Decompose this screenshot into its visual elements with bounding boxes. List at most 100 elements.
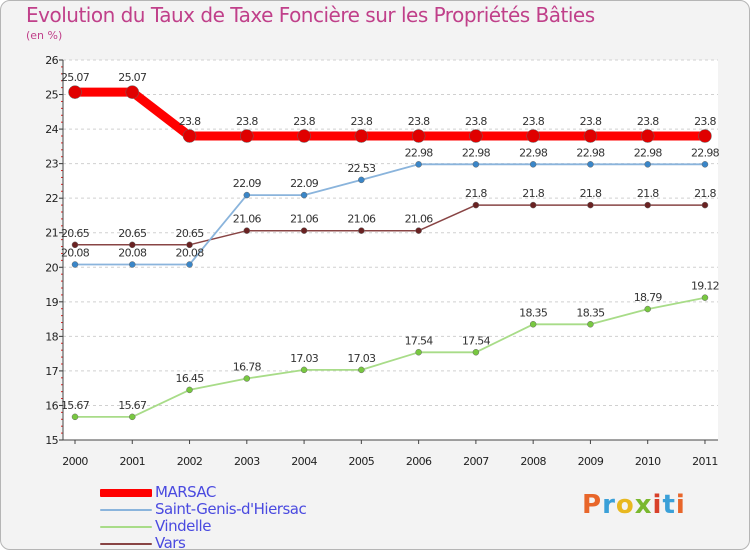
proxiti-logo: Proxiti — [582, 490, 686, 520]
data-point — [415, 227, 422, 234]
y-tick-label: 18 — [45, 330, 58, 343]
data-label: 22.98 — [576, 146, 605, 159]
data-label: 21.06 — [405, 213, 434, 226]
data-point — [71, 413, 79, 421]
data-point — [125, 85, 140, 99]
data-label: 21.06 — [290, 213, 319, 226]
data-label: 23.8 — [179, 115, 201, 128]
data-point — [240, 129, 254, 143]
data-label: 22.98 — [691, 146, 720, 159]
data-label: 17.54 — [405, 334, 434, 347]
x-tick-label: 2007 — [463, 455, 489, 468]
data-point — [529, 201, 537, 209]
legend-label: Saint-Genis-d'Hiersac — [155, 500, 307, 518]
legend-swatch — [100, 526, 152, 528]
data-label: 17.03 — [347, 352, 376, 365]
data-point — [186, 386, 193, 394]
x-tick-label: 2008 — [520, 455, 546, 468]
legend-label: Vindelle — [155, 517, 211, 535]
data-point — [701, 294, 709, 301]
unit-label: (en %) — [26, 29, 63, 42]
y-tick-label: 22 — [45, 192, 58, 205]
data-point — [701, 161, 709, 168]
data-label: 17.54 — [462, 334, 491, 347]
data-point — [415, 161, 422, 168]
data-label: 16.78 — [233, 361, 262, 374]
data-point — [129, 261, 136, 268]
logo-letter: x — [634, 490, 653, 520]
data-label: 21.8 — [637, 187, 659, 200]
data-point — [129, 241, 136, 249]
data-point — [472, 349, 480, 356]
data-label: 22.09 — [290, 177, 319, 190]
series-line-2 — [74, 296, 706, 418]
data-label: 23.8 — [637, 115, 659, 128]
data-label: 21.06 — [233, 213, 262, 226]
data-label: 15.67 — [61, 399, 90, 412]
data-label: 20.65 — [61, 227, 90, 240]
data-label: 23.8 — [465, 115, 487, 128]
data-point — [411, 129, 426, 143]
data-point — [644, 305, 651, 313]
series-line-1 — [74, 163, 706, 266]
data-label: 22.98 — [405, 146, 434, 159]
x-tick-label: 2002 — [177, 455, 203, 468]
series-line-0 — [70, 87, 710, 141]
x-tick-label: 2004 — [291, 455, 317, 468]
y-tick-label: 17 — [45, 365, 58, 378]
data-label: 23.8 — [580, 115, 602, 128]
data-label: 18.35 — [576, 306, 605, 319]
x-tick-label: 2006 — [406, 455, 432, 468]
data-point — [186, 241, 193, 249]
data-point — [472, 161, 480, 168]
x-tick-label: 2000 — [62, 455, 88, 468]
data-label: 20.65 — [176, 227, 205, 240]
data-label: 23.8 — [408, 115, 430, 128]
data-label: 22.09 — [233, 177, 262, 190]
data-point — [354, 129, 369, 143]
data-point — [640, 129, 655, 143]
data-label: 22.53 — [347, 162, 376, 175]
data-label: 21.8 — [522, 187, 544, 200]
data-label: 22.98 — [519, 146, 548, 159]
data-point — [529, 321, 537, 328]
y-tick-label: 23 — [45, 158, 58, 171]
data-label: 23.8 — [293, 115, 315, 128]
data-point — [243, 191, 251, 199]
logo-letter: t — [662, 490, 676, 520]
data-point — [243, 227, 251, 234]
data-labels: 25.07 25.07 23.8 23.8 23.8 23.8 23.8 23.8 23.8 23… — [61, 71, 720, 412]
y-tick-label: 20 — [45, 261, 58, 274]
data-label: 23.8 — [236, 115, 258, 128]
data-point — [469, 129, 483, 143]
axes: 15 16 17 18 19 20 21 22 23 24 25 26 2000 2001 2002 2003… — [45, 54, 718, 468]
data-label: 25.07 — [118, 71, 147, 84]
data-point — [698, 129, 712, 143]
logo-letter: r — [602, 490, 616, 520]
x-tick-label: 2010 — [635, 455, 661, 468]
data-label: 23.8 — [350, 115, 372, 128]
data-point — [472, 201, 480, 209]
data-point — [68, 85, 82, 99]
data-label: 23.8 — [522, 115, 544, 128]
data-label: 20.08 — [118, 247, 147, 260]
y-tick-label: 19 — [45, 296, 58, 309]
logo-letter: i — [675, 490, 686, 520]
data-point — [358, 227, 365, 234]
legend-swatch — [100, 489, 152, 497]
y-tick-label: 15 — [45, 434, 58, 447]
data-point — [186, 261, 193, 268]
data-point — [587, 201, 594, 209]
data-point — [182, 129, 197, 143]
data-label: 20.08 — [61, 247, 90, 260]
legend-label: Vars — [155, 534, 186, 552]
data-label: 20.65 — [118, 227, 147, 240]
data-point — [243, 375, 251, 382]
data-points — [68, 85, 712, 421]
data-point — [300, 191, 308, 199]
page-title: Evolution du Taux de Taxe Foncière sur l… — [26, 3, 595, 27]
data-label: 18.35 — [519, 306, 548, 319]
logo-letter: o — [615, 490, 635, 520]
y-tick-label: 21 — [45, 227, 58, 240]
